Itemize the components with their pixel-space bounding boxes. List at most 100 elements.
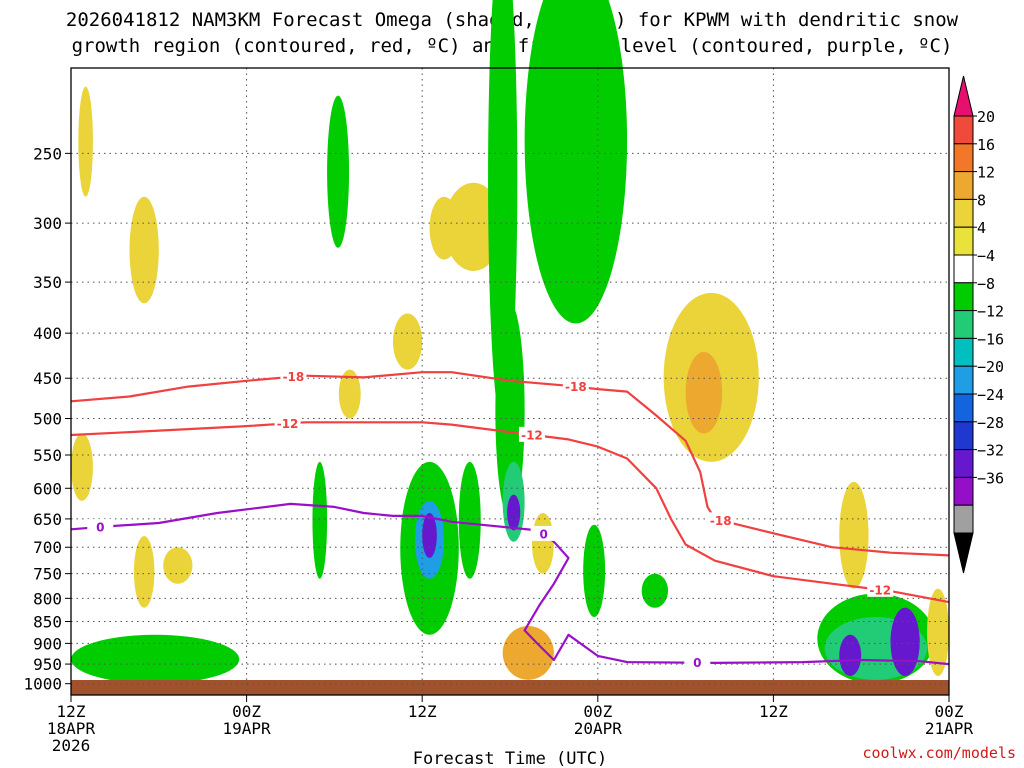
colorbar-label-11: −28 [977,414,1004,432]
omega-region-29 [839,634,862,676]
colorbar-swatch-5 [953,226,974,256]
contour-label-bg--12-0 [274,415,301,431]
omega-region-14 [133,536,155,608]
contour-line--12 [70,421,950,604]
contour-line--18 [70,371,950,557]
colorbar-swatch-12 [953,421,974,451]
y-tick-label-850: 850 [33,613,62,632]
omega-region-1 [129,196,159,304]
contour-line-0 [70,502,950,666]
x-axis-label: Forecast Time (UTC) [413,749,607,768]
colorbar-swatch-7 [953,282,974,312]
colorbar-label-3: 8 [977,191,986,209]
omega-region-13 [312,461,328,579]
omega-region-23 [502,625,554,680]
omega-region-22 [531,512,554,574]
omega-region-15 [163,547,193,584]
colorbar-arrow-bottom [953,532,974,574]
contour-label-0-0: 0 [96,521,104,535]
colorbar-label-13: −36 [977,469,1004,487]
credit-text: coolwx.com/models [862,744,1016,762]
contour-label-bg-0-2 [684,654,711,670]
omega-region-18 [422,512,437,559]
contour-label-bg--12-1 [518,426,545,442]
x-tick-label-60-0: 00Z [935,702,964,721]
colorbar-label-6: −8 [977,275,995,293]
omega-region-21 [507,494,521,531]
contour-label-bg--12-2 [867,581,894,597]
ground-surface [71,680,949,695]
plot-frame [70,67,950,696]
colorbar-swatch-13 [953,449,974,478]
colorbar-swatch-6 [953,254,974,284]
y-tick-label-300: 300 [33,214,62,233]
y-tick-label-900: 900 [33,634,62,653]
colorbar-swatch-8 [953,310,974,339]
y-tick-label-500: 500 [33,410,62,429]
y-tick-label-950: 950 [33,655,62,674]
omega-region-10 [392,313,423,370]
x-tick-label-36-0: 00Z [583,702,612,721]
colorbar-swatch-10 [953,365,974,395]
omega-region-3 [444,182,503,271]
colorbar-swatch-1 [953,115,974,145]
colorbar-swatch-15 [953,504,974,534]
colorbar-swatch-11 [953,393,974,423]
contour-label--18-0: -18 [283,370,305,384]
colorbar-swatch-3 [953,171,974,200]
omega-region-6 [524,0,628,324]
contour-label--12-1: -12 [521,428,543,442]
y-tick-label-600: 600 [33,479,62,498]
y-tick-label-1000: 1000 [23,675,62,694]
colorbar-label-1: 16 [977,136,995,154]
y-tick-label-700: 700 [33,538,62,557]
colorbar-label-12: −32 [977,442,1004,460]
contour-label-bg--18-2 [707,512,734,528]
colorbar-label-4: 4 [977,219,986,237]
colorbar-label-2: 12 [977,164,995,182]
colorbar-swatch-4 [953,198,974,228]
omega-region-9 [685,351,723,434]
y-tick-label-400: 400 [33,324,62,343]
omega-region-2 [327,95,350,248]
omega-region-19 [458,461,481,579]
contour-label-bg--18-0 [280,368,307,384]
colorbar-label-10: −24 [977,386,1004,404]
contour-label-bg-0-1 [530,525,557,541]
colorbar-label-7: −12 [977,303,1004,321]
colorbar-label-5: −4 [977,247,995,265]
x-tick-label-60-1: 21APR [925,719,974,738]
y-tick-label-450: 450 [33,369,62,388]
omega-region-31 [839,481,869,589]
x-tick-label-0-0: 12Z [57,702,86,721]
contour-label--12-0: -12 [277,417,299,431]
contour-label-0-1: 0 [539,527,547,541]
omega-shading [70,0,950,684]
x-tick-label-24-0: 12Z [408,702,437,721]
colorbar-label-0: 20 [977,108,995,126]
omega-region-11 [338,369,361,419]
y-tick-label-550: 550 [33,446,62,465]
y-tick-label-650: 650 [33,510,62,529]
contour-label--12-2: -12 [869,583,891,597]
x-tick-label-48-0: 12Z [759,702,788,721]
omega-region-30 [890,607,920,676]
colorbar-swatch-9 [953,337,974,367]
x-tick-label-0-1: 18APR [47,719,96,738]
omega-region-12 [71,433,93,501]
colorbar-label-9: −20 [977,358,1004,376]
omega-region-32 [927,588,950,676]
x-tick-label-12-0: 00Z [232,702,261,721]
omega-region-24 [583,524,606,617]
omega-region-4 [429,196,459,260]
x-tick-label-12-1: 19APR [223,719,272,738]
omega-region-25 [641,573,669,608]
omega-region-0 [78,86,93,197]
contour-label--18-1: -18 [565,380,587,394]
contour-label-bg--18-1 [562,378,589,394]
colorbar-label-8: −16 [977,330,1004,348]
x-tick-label-0-2: 2026 [52,736,91,755]
y-tick-label-350: 350 [33,273,62,292]
